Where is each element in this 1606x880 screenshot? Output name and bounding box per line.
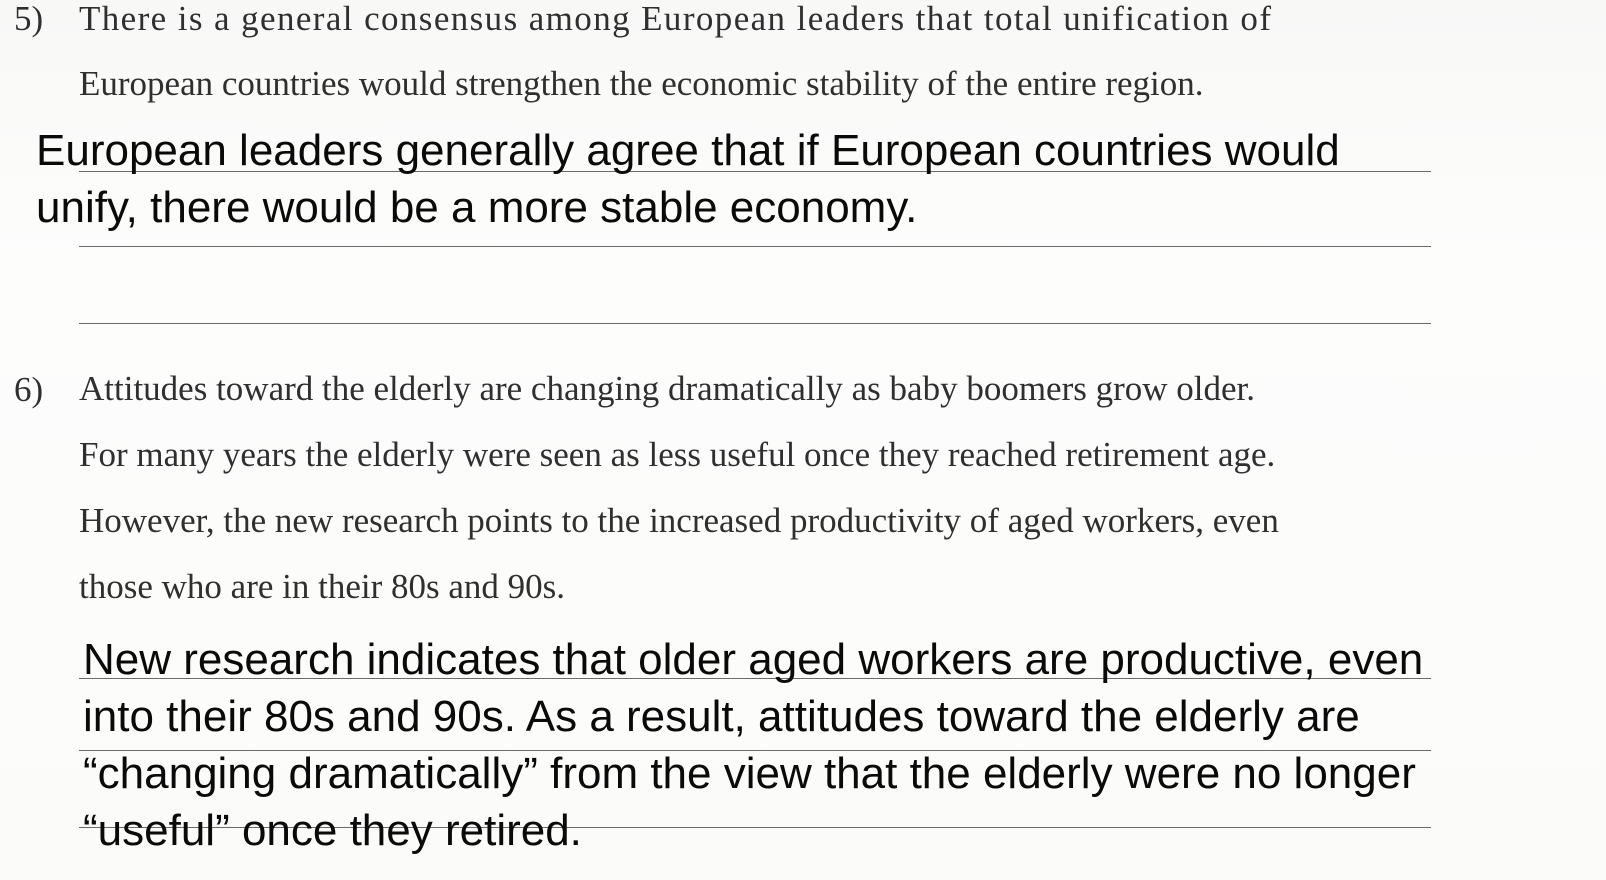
question-6-line-3: However, the new research points to the … — [79, 501, 1279, 540]
question-6-line-2: For many years the elderly were seen as … — [79, 435, 1276, 474]
question-6-number: 6) — [14, 370, 44, 409]
answer-6-text: New research indicates that older aged w… — [83, 631, 1423, 859]
question-6-line-4: those who are in their 80s and 90s. — [79, 567, 566, 606]
answer-6-rule-2 — [79, 750, 1431, 751]
answer-5-line-1: European leaders generally agree that if… — [36, 126, 1340, 175]
answer-6-line-3: “changing dramatically” from the view th… — [83, 749, 1416, 798]
answer-6-rule-3 — [79, 827, 1431, 828]
answer-6-line-1: New research indicates that older aged w… — [83, 635, 1424, 684]
question-5-line-1: There is a general consensus among Europ… — [79, 0, 1273, 38]
answer-6-rule-1 — [79, 678, 1431, 679]
question-5-number: 5) — [14, 0, 44, 38]
answer-5-line-2: unify, there would be a more stable econ… — [36, 183, 918, 232]
answer-5-rule-3 — [79, 323, 1431, 324]
question-6-line-1: Attitudes toward the elderly are changin… — [79, 369, 1256, 408]
answer-5-rule-2 — [79, 246, 1431, 247]
question-5-line-2: European countries would strengthen the … — [79, 64, 1204, 103]
answer-5-rule-1 — [79, 171, 1431, 172]
answer-5-text: European leaders generally agree that if… — [36, 122, 1340, 236]
answer-6-line-4: “useful” once they retired. — [83, 806, 582, 855]
answer-6-line-2: into their 80s and 90s. As a result, att… — [83, 692, 1360, 741]
